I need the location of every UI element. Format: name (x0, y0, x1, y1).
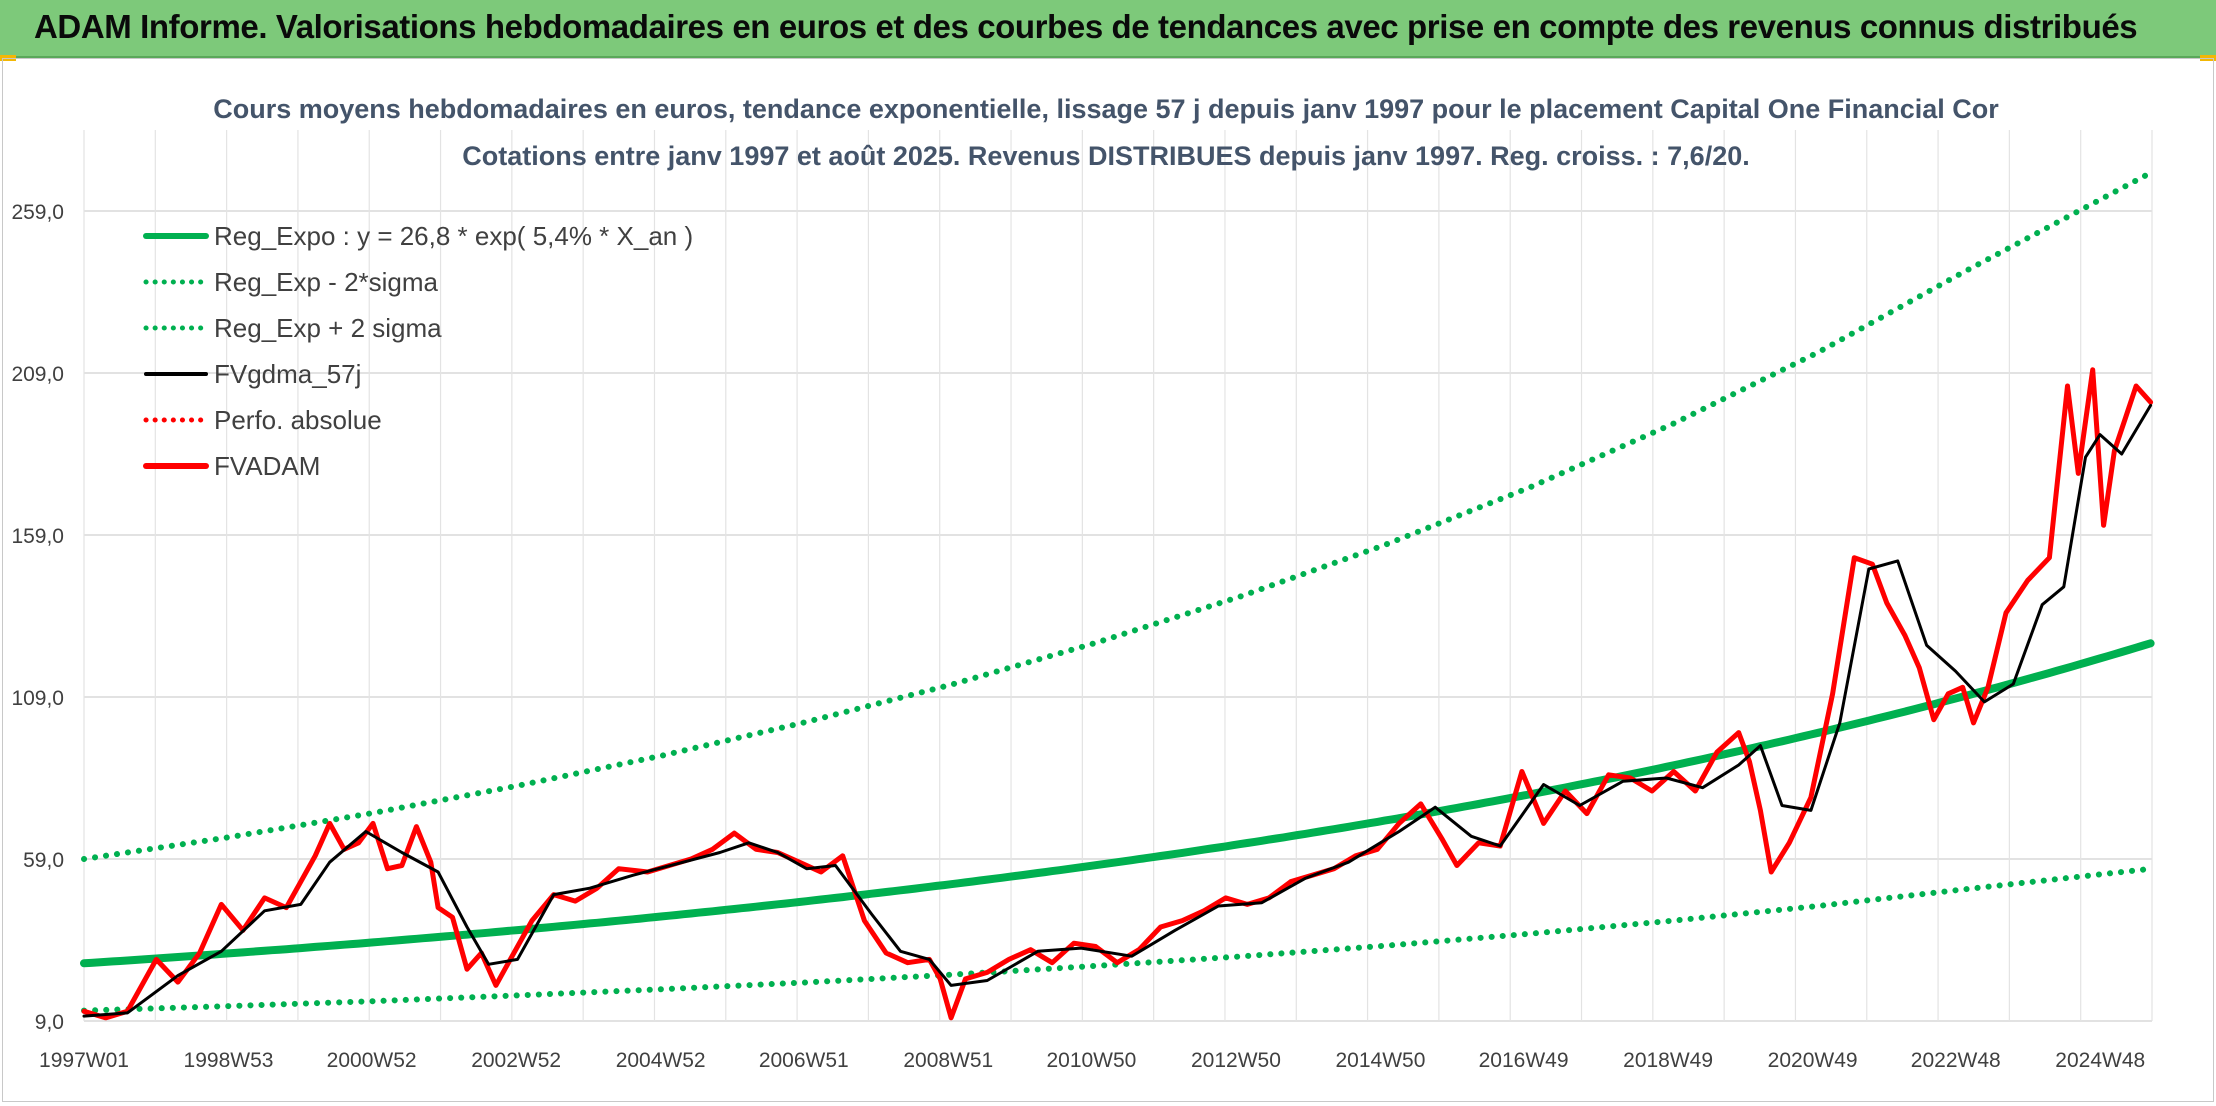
chart-grid (83, 130, 2153, 1022)
x-tick-label: 1998W53 (184, 1049, 274, 1072)
report-banner: ADAM Informe. Valorisations hebdomadaire… (0, 0, 2216, 58)
chart-title: Cours moyens hebdomadaires en euros, ten… (213, 94, 1999, 124)
legend-label: Reg_Exp - 2*sigma (214, 267, 439, 297)
legend-label: Reg_Expo : y = 26,8 * exp( 5,4% * X_an ) (214, 221, 693, 251)
x-tick-label: 2020W49 (1768, 1049, 1858, 1072)
legend-label: FVADAM (214, 451, 320, 481)
series-line-reg-exp-2-sigma (81, 169, 2155, 862)
x-tick-label: 2010W50 (1046, 1049, 1136, 1072)
y-tick-label: 9,0 (35, 1011, 64, 1034)
x-tick-label: 2014W50 (1336, 1049, 1426, 1072)
series-line-reg-exp-2-sigma (81, 865, 2155, 1014)
y-tick-label: 109,0 (11, 687, 64, 710)
legend-label: FVgdma_57j (214, 359, 361, 389)
x-tick-label: 2000W52 (327, 1049, 417, 1072)
x-tick-label: 2024W48 (2055, 1049, 2145, 1072)
series-line-fvgdma-57j (82, 403, 2153, 1018)
x-tick-label: 1997W01 (39, 1049, 129, 1072)
y-tick-label: 159,0 (11, 525, 64, 548)
y-tick-label: 59,0 (23, 849, 64, 872)
series-line-fvadam (81, 367, 2154, 1021)
x-tick-label: 2002W52 (471, 1049, 561, 1072)
chart-legend: Reg_Expo : y = 26,8 * exp( 5,4% * X_an )… (143, 221, 693, 481)
x-tick-label: 2016W49 (1479, 1049, 1569, 1072)
x-tick-label: 2006W51 (759, 1049, 849, 1072)
chart-series (80, 169, 2155, 1021)
legend-label: Reg_Exp + 2 sigma (214, 313, 442, 343)
chart-subtitle: Cotations entre janv 1997 et août 2025. … (462, 141, 1749, 171)
legend-label: Perfo. absolue (214, 405, 382, 435)
y-tick-label: 209,0 (11, 363, 64, 386)
y-axis-ticks: 9,0 59,0 109,0 159,0 209,0 259,0 (11, 201, 64, 1034)
x-tick-label: 2012W50 (1191, 1049, 1281, 1072)
report-banner-title: ADAM Informe. Valorisations hebdomadaire… (34, 8, 2138, 45)
y-tick-label: 259,0 (11, 201, 64, 224)
x-axis-ticks: 1997W01 1998W53 2000W52 2002W52 2004W52 2006W… (39, 1049, 2145, 1072)
x-tick-label: 2008W51 (903, 1049, 993, 1072)
x-tick-label: 2018W49 (1623, 1049, 1713, 1072)
x-tick-label: 2022W48 (1911, 1049, 2001, 1072)
x-tick-label: 2004W52 (616, 1049, 706, 1072)
chart-frame (2, 58, 2214, 1102)
series-line-reg-expo-y-26-8-exp-5-4-x-an (80, 639, 2155, 968)
